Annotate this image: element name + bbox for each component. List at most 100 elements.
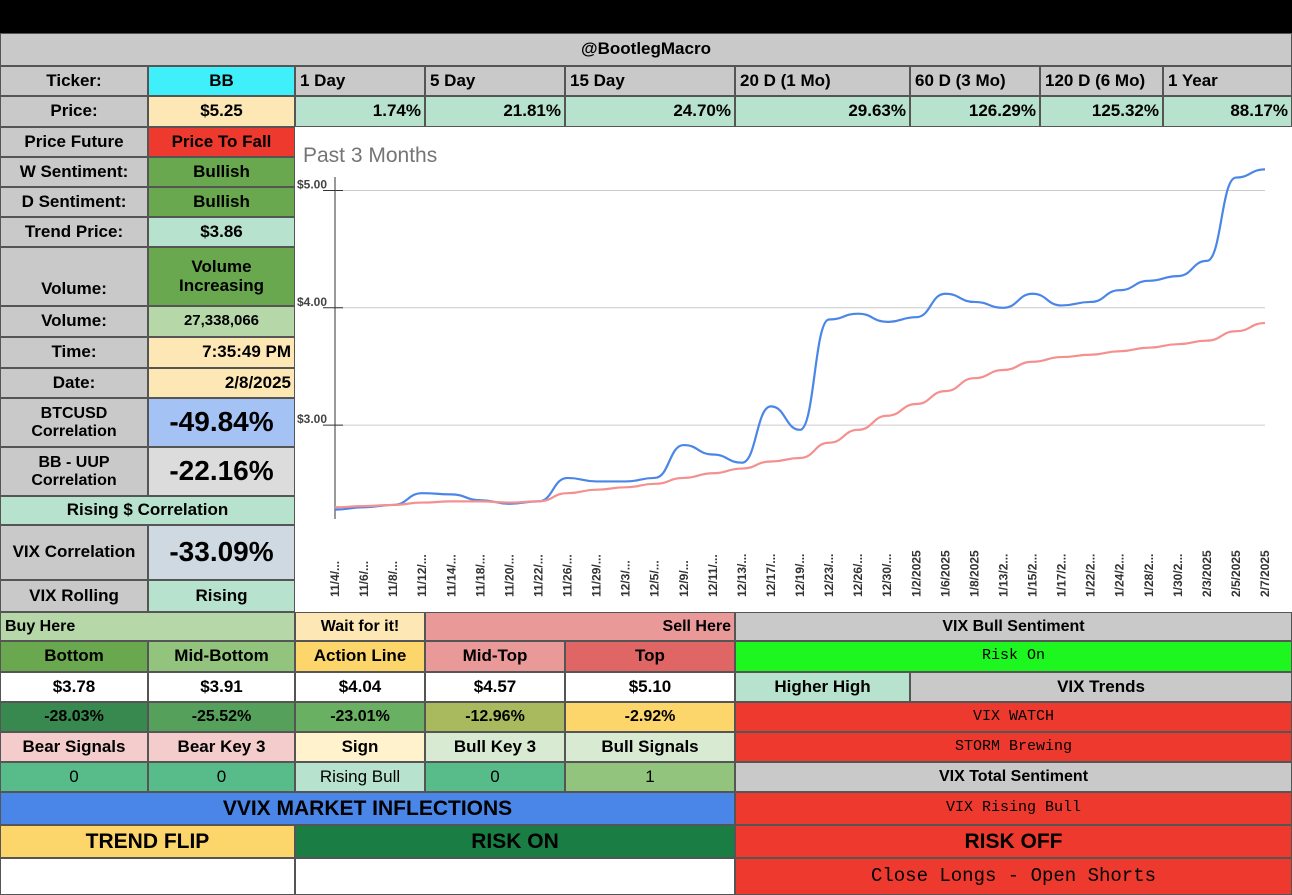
btc-corr-value: -49.84% [148,398,295,447]
sell-here-label: Sell Here [425,612,735,641]
chart-y-tick-label: $3.00 [297,412,327,426]
chart-x-tick-label: 11/8/... [386,561,400,597]
wait-label: Wait for it! [295,612,425,641]
vix-corr-label: VIX Correlation [0,525,148,580]
trend-flip: TREND FLIP [0,825,295,858]
price-chart-svg: Past 3 Months $3.00 $4.00 $5.00 11/4/... 11/… [297,144,1272,597]
chart-x-tick-label: 12/19/... [793,554,807,597]
change-1-day: 1.74% [295,96,425,127]
chart-x-tick-label: 12/11/... [706,554,720,597]
zone-action-line-price: $4.04 [295,672,425,702]
chart-x-tick-label: 11/22/... [531,554,545,597]
bear-signals-label: Bear Signals [0,732,148,762]
chart-y-tick-label: $4.00 [297,295,327,309]
period-5-day: 5 Day [425,66,565,96]
chart-x-tick-label: 12/5/... [648,560,662,597]
uup-corr-label: BB - UUP Correlation [0,447,148,496]
trend-price-value: $3.86 [148,217,295,247]
change-15-day: 24.70% [565,96,735,127]
chart-x-tick-label: 12/17/... [764,554,778,597]
change-120-day: 125.32% [1040,96,1163,127]
risk-on-empty [295,858,735,895]
chart-x-tick-label: 12/3/... [619,560,633,597]
price-future-value: Price To Fall [148,127,295,157]
zone-bottom-label: Bottom [0,641,148,672]
zone-action-line-label: Action Line [295,641,425,672]
time-label: Time: [0,337,148,368]
chart-x-tick-label: 1/22/2... [1084,554,1098,597]
sign-label: Sign [295,732,425,762]
vix-storm: STORM Brewing [735,732,1292,762]
bear-key-3-value: 0 [148,762,295,792]
change-60-day: 126.29% [910,96,1040,127]
vix-corr-value: -33.09% [148,525,295,580]
zone-mid-bottom-pct: -25.52% [148,702,295,732]
vix-trends-label: VIX Trends [910,672,1292,702]
zone-top-label: Top [565,641,735,672]
chart-x-tick-label: 11/20/... [502,554,516,597]
risk-off: RISK OFF [735,825,1292,858]
chart-x-tick-label: 12/23/... [822,554,836,597]
chart-x-tick-label: 1/17/2... [1055,554,1069,597]
bear-key-3-label: Bear Key 3 [148,732,295,762]
bull-signals-label: Bull Signals [565,732,735,762]
vvix-market-inflections: VVIX MARKET INFLECTIONS [0,792,735,825]
btc-corr-label: BTCUSD Correlation [0,398,148,447]
chart-x-tick-label: 12/13/... [735,554,749,597]
change-20-day: 29.63% [735,96,910,127]
uup-corr-value: -22.16% [148,447,295,496]
change-5-day: 21.81% [425,96,565,127]
price-future-label: Price Future [0,127,148,157]
zone-mid-bottom-price: $3.91 [148,672,295,702]
period-15-day: 15 Day [565,66,735,96]
price-chart: Past 3 Months $3.00 $4.00 $5.00 11/4/... 11/… [295,127,1292,612]
zone-mid-top-label: Mid-Top [425,641,565,672]
date-value: 2/8/2025 [148,368,295,398]
chart-x-tick-label: 1/2/2025 [909,550,923,597]
date-label: Date: [0,368,148,398]
chart-y-tick-label: $5.00 [297,177,327,191]
vix-total-sentiment-label: VIX Total Sentiment [735,762,1292,792]
zone-bottom-price: $3.78 [0,672,148,702]
chart-x-tick-label: 2/5/2025 [1229,550,1243,597]
trend-price-label: Trend Price: [0,217,148,247]
volume-label: Volume: [0,306,148,337]
chart-x-tick-label: 11/12/... [415,554,429,597]
rising-correlation: Rising $ Correlation [0,496,295,525]
chart-x-tick-label: 11/4/... [328,561,342,597]
zone-mid-top-price: $4.57 [425,672,565,702]
period-1-day: 1 Day [295,66,425,96]
volume-trend-value: Volume Increasing [148,247,295,306]
vix-rising-bull: VIX Rising Bull [735,792,1292,825]
chart-x-tick-label: 1/13/2... [996,554,1010,597]
period-60-day: 60 D (3 Mo) [910,66,1040,96]
zone-action-line-pct: -23.01% [295,702,425,732]
trend-flip-empty [0,858,295,895]
zone-mid-bottom-label: Mid-Bottom [148,641,295,672]
w-sentiment-value: Bullish [148,157,295,187]
volume-value: 27,338,066 [148,306,295,337]
d-sentiment-label: D Sentiment: [0,187,148,217]
chart-x-tick-label: 11/6/... [357,561,371,597]
vix-rolling-value: Rising [148,580,295,612]
chart-x-tick-label: 1/30/2... [1171,554,1185,597]
volume-trend-label: Volume: [0,247,148,306]
chart-x-tick-label: 11/29/... [590,554,604,597]
change-1-year: 88.17% [1163,96,1292,127]
close-longs-open-shorts: Close Longs - Open Shorts [735,858,1292,895]
price-value: $5.25 [148,96,295,127]
sign-value: Rising Bull [295,762,425,792]
w-sentiment-label: W Sentiment: [0,157,148,187]
bull-signals-value: 1 [565,762,735,792]
period-1-year: 1 Year [1163,66,1292,96]
ticker-label: Ticker: [0,66,148,96]
bull-key-3-value: 0 [425,762,565,792]
chart-x-tick-label: 12/26/... [851,554,865,597]
vix-watch: VIX WATCH [735,702,1292,732]
price-label: Price: [0,96,148,127]
chart-x-tick-label: 1/8/2025 [967,550,981,597]
chart-series-trend [334,321,1266,509]
vix-higher-high: Higher High [735,672,910,702]
zone-mid-top-pct: -12.96% [425,702,565,732]
chart-x-tick-label: 11/18/... [473,554,487,597]
